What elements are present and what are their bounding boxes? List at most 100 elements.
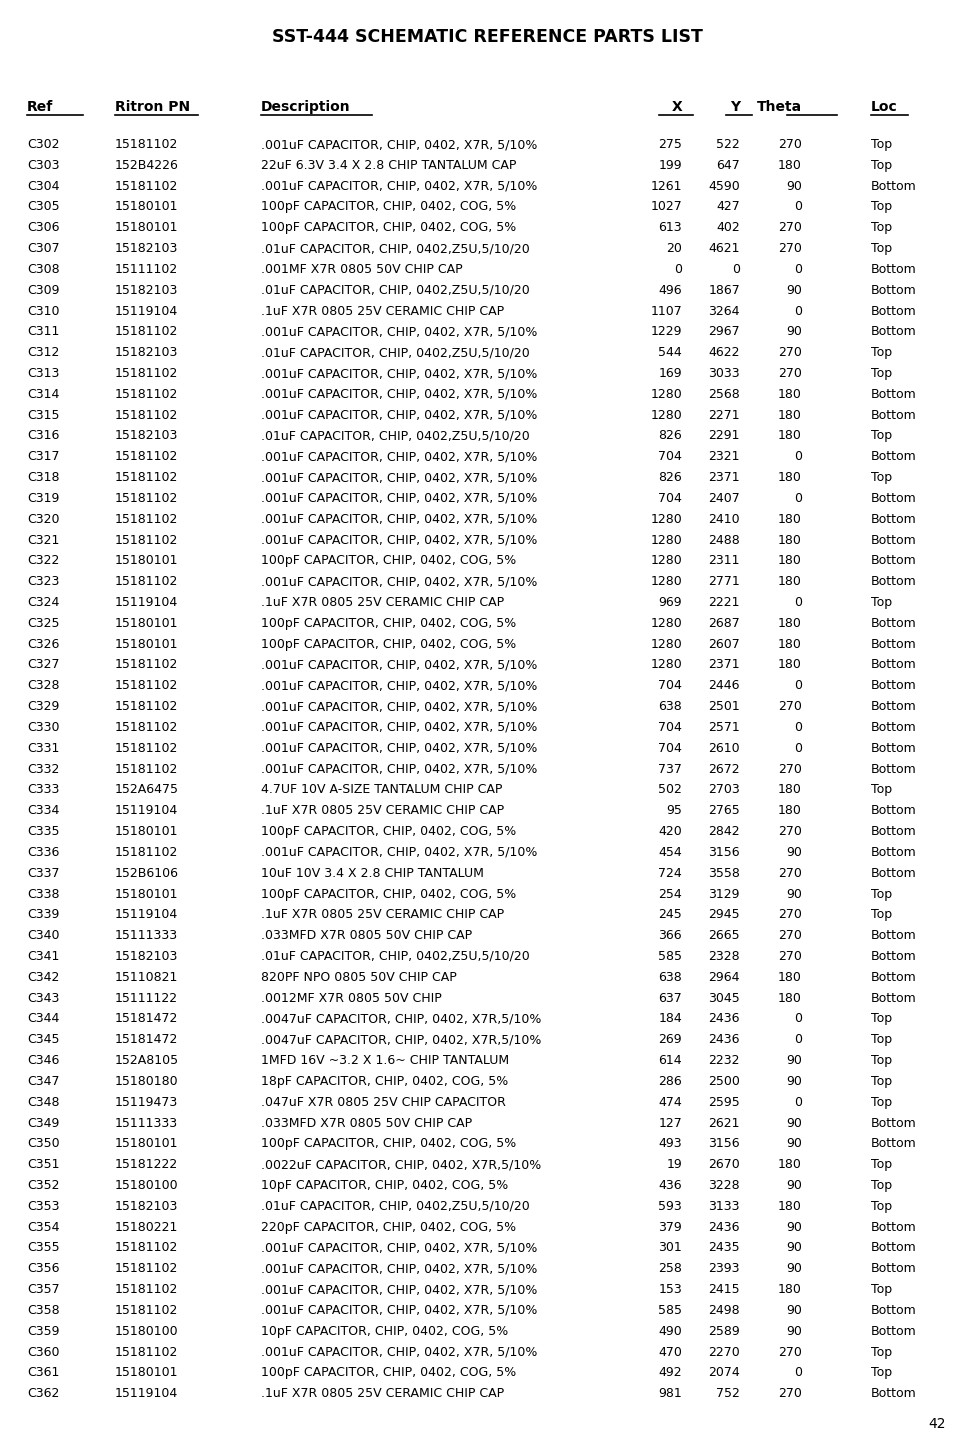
Text: .001uF CAPACITOR, CHIP, 0402, X7R, 5/10%: .001uF CAPACITOR, CHIP, 0402, X7R, 5/10% bbox=[261, 1283, 538, 1296]
Text: C358: C358 bbox=[27, 1303, 59, 1316]
Text: 2410: 2410 bbox=[708, 513, 740, 526]
Text: C303: C303 bbox=[27, 158, 59, 171]
Text: C355: C355 bbox=[27, 1241, 59, 1254]
Text: 153: 153 bbox=[658, 1283, 682, 1296]
Text: .001uF CAPACITOR, CHIP, 0402, X7R, 5/10%: .001uF CAPACITOR, CHIP, 0402, X7R, 5/10% bbox=[261, 700, 538, 713]
Text: 2765: 2765 bbox=[708, 804, 740, 817]
Text: Top: Top bbox=[871, 1283, 892, 1296]
Text: .001uF CAPACITOR, CHIP, 0402, X7R, 5/10%: .001uF CAPACITOR, CHIP, 0402, X7R, 5/10% bbox=[261, 1345, 538, 1359]
Text: C347: C347 bbox=[27, 1075, 59, 1088]
Text: .01uF CAPACITOR, CHIP, 0402,Z5U,5/10/20: .01uF CAPACITOR, CHIP, 0402,Z5U,5/10/20 bbox=[261, 430, 530, 443]
Text: 90: 90 bbox=[786, 888, 802, 901]
Text: Bottom: Bottom bbox=[871, 804, 917, 817]
Text: C337: C337 bbox=[27, 866, 59, 879]
Text: 0: 0 bbox=[794, 742, 802, 754]
Text: 15181102: 15181102 bbox=[115, 846, 178, 859]
Text: 15182103: 15182103 bbox=[115, 283, 178, 296]
Text: 90: 90 bbox=[786, 1138, 802, 1151]
Text: 2371: 2371 bbox=[708, 658, 740, 671]
Text: 0: 0 bbox=[794, 493, 802, 506]
Text: 614: 614 bbox=[658, 1053, 682, 1067]
Text: 180: 180 bbox=[778, 1283, 802, 1296]
Text: .0047uF CAPACITOR, CHIP, 0402, X7R,5/10%: .0047uF CAPACITOR, CHIP, 0402, X7R,5/10% bbox=[261, 1013, 542, 1026]
Text: 704: 704 bbox=[658, 493, 682, 506]
Text: 0: 0 bbox=[794, 1033, 802, 1046]
Text: 90: 90 bbox=[786, 1263, 802, 1276]
Text: Top: Top bbox=[871, 138, 892, 151]
Text: 152A6475: 152A6475 bbox=[115, 783, 179, 796]
Text: Top: Top bbox=[871, 158, 892, 171]
Text: 3033: 3033 bbox=[708, 368, 740, 381]
Text: Top: Top bbox=[871, 783, 892, 796]
Text: 22uF 6.3V 3.4 X 2.8 CHIP TANTALUM CAP: 22uF 6.3V 3.4 X 2.8 CHIP TANTALUM CAP bbox=[261, 158, 516, 171]
Text: 981: 981 bbox=[658, 1388, 682, 1401]
Text: Bottom: Bottom bbox=[871, 680, 917, 692]
Text: 184: 184 bbox=[658, 1013, 682, 1026]
Text: 15181472: 15181472 bbox=[115, 1013, 178, 1026]
Text: 152B6106: 152B6106 bbox=[115, 866, 179, 879]
Text: 269: 269 bbox=[658, 1033, 682, 1046]
Text: C310: C310 bbox=[27, 305, 59, 318]
Text: 90: 90 bbox=[786, 1178, 802, 1191]
Text: 2436: 2436 bbox=[708, 1221, 740, 1234]
Text: 15111122: 15111122 bbox=[115, 991, 178, 1004]
Text: 1280: 1280 bbox=[651, 618, 682, 629]
Text: 15181102: 15181102 bbox=[115, 493, 178, 506]
Text: C306: C306 bbox=[27, 221, 59, 234]
Text: 270: 270 bbox=[778, 700, 802, 713]
Text: Bottom: Bottom bbox=[871, 1388, 917, 1401]
Text: .001uF CAPACITOR, CHIP, 0402, X7R, 5/10%: .001uF CAPACITOR, CHIP, 0402, X7R, 5/10% bbox=[261, 325, 538, 339]
Text: 180: 180 bbox=[778, 638, 802, 651]
Text: 647: 647 bbox=[716, 158, 740, 171]
Text: 15180101: 15180101 bbox=[115, 825, 178, 838]
Text: Y: Y bbox=[730, 100, 740, 113]
Text: 1027: 1027 bbox=[651, 201, 682, 214]
Text: 3133: 3133 bbox=[708, 1200, 740, 1213]
Text: 15180101: 15180101 bbox=[115, 888, 178, 901]
Text: 180: 180 bbox=[778, 971, 802, 984]
Text: Top: Top bbox=[871, 1096, 892, 1109]
Text: 100pF CAPACITOR, CHIP, 0402, COG, 5%: 100pF CAPACITOR, CHIP, 0402, COG, 5% bbox=[261, 555, 516, 567]
Text: Bottom: Bottom bbox=[871, 1138, 917, 1151]
Text: C342: C342 bbox=[27, 971, 59, 984]
Text: .001uF CAPACITOR, CHIP, 0402, X7R, 5/10%: .001uF CAPACITOR, CHIP, 0402, X7R, 5/10% bbox=[261, 1303, 538, 1316]
Text: 270: 270 bbox=[778, 346, 802, 359]
Text: 15119104: 15119104 bbox=[115, 1388, 178, 1401]
Text: 492: 492 bbox=[658, 1366, 682, 1379]
Text: 2771: 2771 bbox=[708, 575, 740, 588]
Text: 2407: 2407 bbox=[708, 493, 740, 506]
Text: 0: 0 bbox=[794, 1366, 802, 1379]
Text: Top: Top bbox=[871, 1075, 892, 1088]
Text: 752: 752 bbox=[716, 1388, 740, 1401]
Text: 969: 969 bbox=[658, 596, 682, 609]
Text: 2328: 2328 bbox=[708, 950, 740, 963]
Text: Bottom: Bottom bbox=[871, 1221, 917, 1234]
Text: 15181102: 15181102 bbox=[115, 1283, 178, 1296]
Text: C338: C338 bbox=[27, 888, 59, 901]
Text: 127: 127 bbox=[658, 1116, 682, 1129]
Text: 2393: 2393 bbox=[708, 1263, 740, 1276]
Text: .01uF CAPACITOR, CHIP, 0402,Z5U,5/10/20: .01uF CAPACITOR, CHIP, 0402,Z5U,5/10/20 bbox=[261, 346, 530, 359]
Text: .0022uF CAPACITOR, CHIP, 0402, X7R,5/10%: .0022uF CAPACITOR, CHIP, 0402, X7R,5/10% bbox=[261, 1158, 542, 1171]
Text: 2672: 2672 bbox=[708, 763, 740, 776]
Text: 2703: 2703 bbox=[708, 783, 740, 796]
Text: 2446: 2446 bbox=[708, 680, 740, 692]
Text: 42: 42 bbox=[928, 1417, 946, 1431]
Text: C311: C311 bbox=[27, 325, 59, 339]
Text: 1280: 1280 bbox=[651, 575, 682, 588]
Text: 436: 436 bbox=[658, 1178, 682, 1191]
Text: 15181102: 15181102 bbox=[115, 408, 178, 421]
Text: SST-444 SCHEMATIC REFERENCE PARTS LIST: SST-444 SCHEMATIC REFERENCE PARTS LIST bbox=[272, 28, 702, 46]
Text: C317: C317 bbox=[27, 450, 59, 464]
Text: 1280: 1280 bbox=[651, 533, 682, 546]
Text: C325: C325 bbox=[27, 618, 59, 629]
Text: 15181102: 15181102 bbox=[115, 533, 178, 546]
Text: 2842: 2842 bbox=[708, 825, 740, 838]
Text: Top: Top bbox=[871, 908, 892, 921]
Text: C322: C322 bbox=[27, 555, 59, 567]
Text: 490: 490 bbox=[658, 1325, 682, 1338]
Text: 100pF CAPACITOR, CHIP, 0402, COG, 5%: 100pF CAPACITOR, CHIP, 0402, COG, 5% bbox=[261, 201, 516, 214]
Text: C351: C351 bbox=[27, 1158, 59, 1171]
Text: C361: C361 bbox=[27, 1366, 59, 1379]
Text: 704: 704 bbox=[658, 742, 682, 754]
